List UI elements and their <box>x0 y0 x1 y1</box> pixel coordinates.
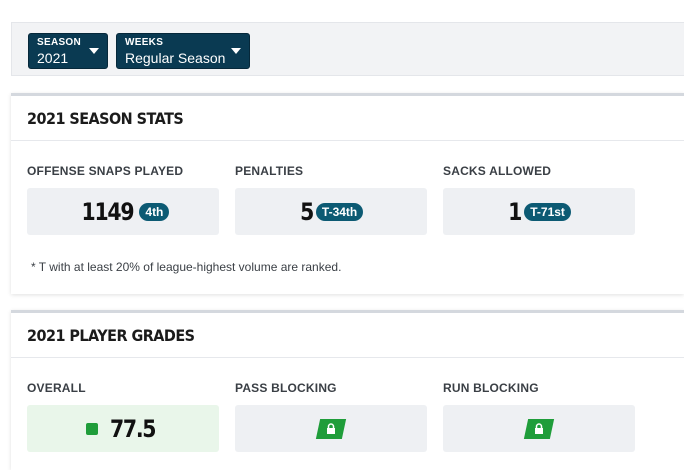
stat-value: 1 <box>508 197 522 226</box>
weeks-dropdown[interactable]: WEEKS Regular Season <box>116 33 250 69</box>
grade-box: 77.5 <box>27 405 219 452</box>
divider <box>11 357 684 358</box>
stat-value: 5 <box>299 197 314 226</box>
season-dropdown-value: 2021 <box>37 50 69 66</box>
weeks-dropdown-value: Regular Season <box>125 50 226 66</box>
season-stats-title: 2021 SEASON STATS <box>27 109 184 128</box>
stat-label: PENALTIES <box>235 164 304 178</box>
lock-icon[interactable] <box>523 418 555 439</box>
season-stats-card: 2021 SEASON STATS OFFENSE SNAPS PLAYED 1… <box>11 93 684 294</box>
player-grades-title: 2021 PLAYER GRADES <box>27 326 195 345</box>
stat-sacks-allowed: SACKS ALLOWED 1 T-71st <box>443 164 635 235</box>
divider <box>11 140 684 141</box>
weeks-dropdown-label: WEEKS <box>125 37 164 48</box>
grade-box[interactable] <box>443 405 635 452</box>
grade-box[interactable] <box>235 405 427 452</box>
stat-offense-snaps: OFFENSE SNAPS PLAYED 1149 4th <box>27 164 219 235</box>
lock-icon[interactable] <box>315 418 347 439</box>
grade-label: OVERALL <box>27 381 86 395</box>
grade-label: PASS BLOCKING <box>235 381 337 395</box>
grade-indicator-icon <box>86 422 99 435</box>
chevron-down-icon <box>89 48 99 54</box>
grade-pass-blocking: PASS BLOCKING <box>235 381 427 452</box>
grade-run-blocking: RUN BLOCKING <box>443 381 635 452</box>
stat-box: 1149 4th <box>27 188 219 235</box>
stat-box: 1 T-71st <box>443 188 635 235</box>
player-grades-card: 2021 PLAYER GRADES OVERALL 77.5 PASS BLO… <box>11 310 684 470</box>
grade-overall: OVERALL 77.5 <box>27 381 219 452</box>
grade-label: RUN BLOCKING <box>443 381 539 395</box>
ranking-note: * T with at least 20% of league-highest … <box>31 260 342 274</box>
stat-penalties: PENALTIES 5 T-34th <box>235 164 427 235</box>
filter-bar: SEASON 2021 WEEKS Regular Season <box>11 22 684 76</box>
stat-label: OFFENSE SNAPS PLAYED <box>27 164 184 178</box>
grade-value: 77.5 <box>110 414 157 443</box>
rank-badge: T-71st <box>524 202 571 221</box>
stat-label: SACKS ALLOWED <box>443 164 552 178</box>
chevron-down-icon <box>231 48 241 54</box>
rank-badge: 4th <box>139 202 170 221</box>
stat-box: 5 T-34th <box>235 188 427 235</box>
stat-value: 1149 <box>81 197 134 226</box>
season-dropdown[interactable]: SEASON 2021 <box>28 33 108 69</box>
rank-badge: T-34th <box>315 202 364 221</box>
season-dropdown-label: SEASON <box>37 37 82 48</box>
